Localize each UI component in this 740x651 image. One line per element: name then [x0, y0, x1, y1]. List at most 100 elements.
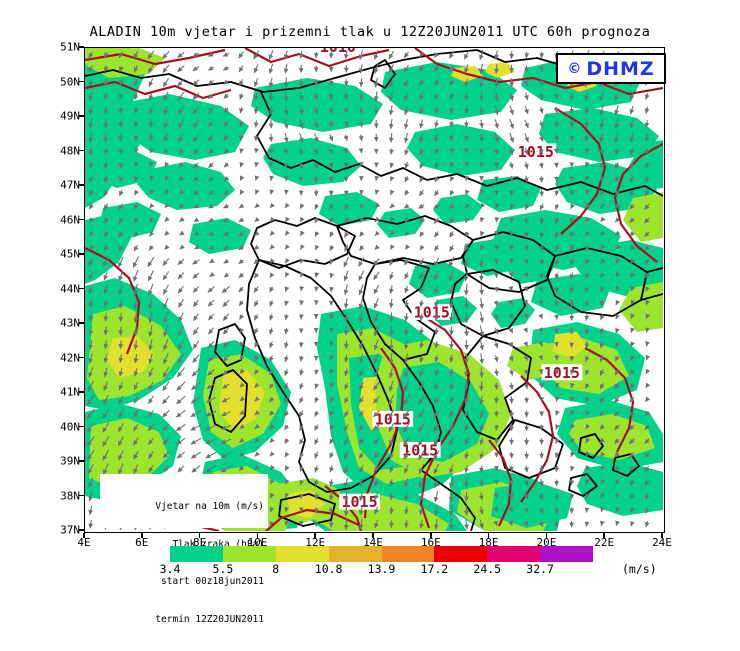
wind-arrow — [301, 176, 302, 181]
latitude-tick — [79, 426, 84, 428]
wind-arrow — [586, 178, 587, 181]
longitude-tick — [603, 533, 605, 538]
wind-arrow — [541, 52, 542, 58]
colorbar-unit-label: (m/s) — [622, 562, 657, 576]
longitude-tick — [83, 533, 85, 538]
wind-arrow — [556, 343, 557, 347]
colorbar-segment — [170, 546, 223, 562]
wind-arrow — [301, 356, 302, 362]
wind-arrow — [466, 312, 467, 323]
wind-arrow — [256, 135, 257, 141]
wind-arrow — [496, 64, 497, 74]
wind-arrow — [511, 466, 512, 471]
wind-arrow — [331, 493, 332, 500]
wind-arrow — [481, 191, 482, 194]
latitude-tick — [79, 253, 84, 255]
wind-arrow — [286, 509, 287, 512]
wind-arrow — [466, 505, 467, 515]
wind-arrow — [301, 494, 302, 498]
latitude-label: 46N — [60, 213, 80, 226]
longitude-tick — [488, 533, 490, 538]
colorbar-tick-label: 8 — [272, 562, 279, 576]
wind-arrow — [556, 163, 557, 167]
wind-arrow — [556, 315, 557, 320]
colorbar-segment — [276, 546, 329, 562]
wind-arrow — [451, 519, 452, 530]
wind-arrow — [121, 107, 122, 113]
longitude-tick — [546, 533, 548, 538]
colorbar-segment — [329, 546, 382, 562]
wind-arrow — [271, 178, 272, 181]
wind-arrow — [256, 121, 257, 128]
wind-arrow — [586, 495, 587, 499]
latitude-label: 45N — [60, 248, 80, 261]
latitude-tick — [79, 288, 84, 290]
isobar-label: 1015 — [518, 143, 554, 161]
latitude-label: 43N — [60, 317, 80, 330]
colorbar-segment — [382, 546, 435, 562]
wind-arrow — [121, 313, 122, 322]
wind-arrow — [106, 327, 107, 335]
dhmz-logo-text: DHMZ — [586, 58, 654, 80]
wind-arrow — [496, 495, 497, 498]
latitude-tick — [79, 219, 84, 221]
wind-arrow — [646, 343, 647, 346]
latitude-tick — [79, 391, 84, 393]
latitude-label: 44N — [60, 282, 80, 295]
latitude-tick — [79, 184, 84, 186]
latitude-label: 39N — [60, 455, 80, 468]
longitude-tick — [314, 533, 316, 538]
isobar-label: 1015 — [414, 303, 450, 321]
longitude-tick — [430, 533, 432, 538]
wind-arrow — [586, 164, 587, 167]
wind-arrow — [286, 523, 287, 526]
wind-arrow — [571, 135, 572, 141]
wind-arrow — [571, 494, 572, 499]
wind-arrow — [451, 313, 452, 322]
colorbar-tick-label: 3.4 — [160, 562, 181, 576]
colorbar-tick-label: 24.5 — [473, 562, 501, 576]
colorbar-segment — [223, 546, 276, 562]
isobar-label: 1010 — [320, 48, 356, 56]
wind-arrow — [451, 150, 452, 154]
copyright-icon: © — [567, 61, 582, 77]
colorbar-tick-label: 32.7 — [526, 562, 554, 576]
wind-arrow — [511, 51, 512, 58]
latitude-tick — [79, 495, 84, 497]
colorbar-segment — [540, 546, 593, 562]
latitude-label: 37N — [60, 524, 80, 537]
wind-arrow — [361, 191, 362, 195]
wind-arrow — [601, 523, 602, 526]
wind-arrow — [286, 91, 287, 101]
latitude-label: 50N — [60, 75, 80, 88]
wind-arrow — [346, 327, 347, 336]
wind-arrow — [301, 288, 302, 291]
wind-arrow — [496, 425, 497, 430]
wind-arrow — [361, 78, 362, 86]
wind-arrow — [301, 78, 302, 86]
latitude-label: 41N — [60, 386, 80, 399]
wind-arrow — [136, 135, 137, 141]
latitude-label: 47N — [60, 179, 80, 192]
latitude-label: 40N — [60, 420, 80, 433]
page-title: ALADIN 10m vjetar i prizemni tlak u 12Z2… — [0, 24, 740, 40]
wind-arrow — [496, 481, 497, 484]
wind-arrow — [286, 78, 287, 88]
wind-arrow — [496, 411, 497, 417]
wind-arrow — [556, 329, 557, 333]
wind-arrow — [586, 508, 587, 512]
latitude-label: 48N — [60, 144, 80, 157]
wind-arrow — [541, 371, 542, 374]
wind-arrow — [451, 341, 452, 349]
wind-arrow — [136, 164, 137, 168]
wind-arrow — [481, 284, 482, 294]
wind-arrow — [376, 192, 377, 195]
longitude-tick — [372, 533, 374, 538]
latitude-ticks — [79, 47, 85, 533]
wind-arrow — [286, 163, 287, 168]
wind-arrow — [571, 300, 572, 307]
wind-arrow — [376, 178, 377, 181]
wind-arrow — [331, 80, 332, 86]
wind-arrow — [331, 287, 332, 292]
